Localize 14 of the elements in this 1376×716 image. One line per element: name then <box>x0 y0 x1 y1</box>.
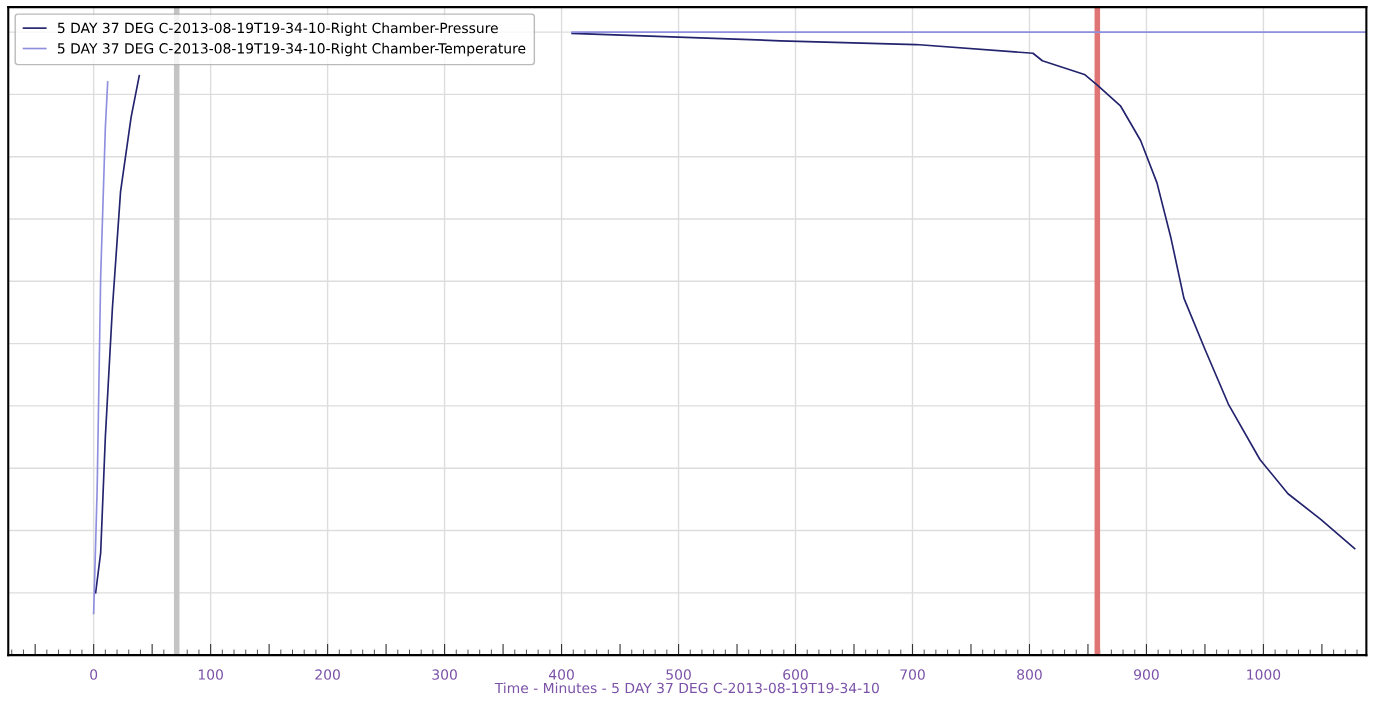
legend-label: 5 DAY 37 DEG C-2013-08-19T19-34-10-Right Chamber-Pressure <box>57 22 498 36</box>
x-tick-label: 400 <box>548 669 574 680</box>
x-tick-label: 1000 <box>1247 669 1281 680</box>
x-tick-label: 900 <box>1134 669 1159 680</box>
x-tick-label: 100 <box>198 669 223 680</box>
x-tick-label: 200 <box>315 669 340 680</box>
x-axis-title: Time - Minutes - 5 DAY 37 DEG C-2013-08-19T19-34-10 <box>494 682 879 694</box>
x-tick-label: 300 <box>432 669 457 680</box>
x-tick-label: 600 <box>783 669 808 680</box>
x-tick-label: 500 <box>666 669 691 680</box>
x-tick-label: 800 <box>1017 669 1042 680</box>
x-tick-label: 0 <box>90 669 98 680</box>
x-tick-label: 700 <box>900 669 925 680</box>
legend-label: 5 DAY 37 DEG C-2013-08-19T19-34-10-Right Chamber-Temperature <box>57 42 526 57</box>
